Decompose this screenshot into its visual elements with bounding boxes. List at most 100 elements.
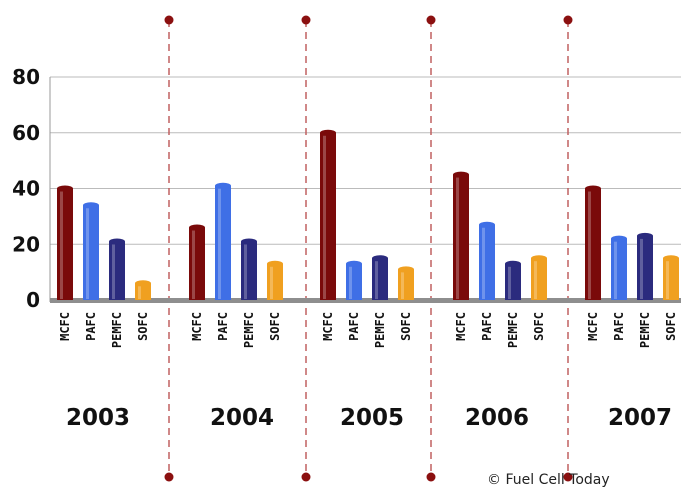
credit-text: © Fuel Cell Today [487,472,610,488]
bar-pafc-2007 [611,238,627,300]
bar-highlight [456,177,459,299]
year-dividers [164,15,573,482]
bar-highlight [666,261,669,299]
divider-dot [563,15,573,25]
bar-pemfc-2003 [109,241,125,300]
divider-dot [563,472,573,482]
bar-highlight [588,191,591,299]
bar-highlight [482,227,485,299]
bar-highlight [349,266,352,299]
divider-dot [164,15,174,25]
category-label: PEMFC [242,312,256,348]
category-labels: MCFC PAFC PEMFC SOFC MCFC PAFC PEMFC SOFC MCFC PA… [58,312,678,348]
bar-cap [215,182,231,189]
bar-highlight [401,272,404,299]
bar-highlight [508,266,511,299]
year-label-2004: 2004 [210,405,274,431]
y-tick-label: 0 [26,288,40,312]
category-label: SOFC [664,312,678,341]
category-label: SOFC [532,312,546,341]
bar-pafc-2003 [83,205,99,300]
category-label: PAFC [612,312,626,341]
y-tick-label: 80 [12,65,40,89]
bar-cap [637,232,653,239]
bar-highlight [60,191,63,299]
bar-highlight [86,208,89,299]
bar-cap [83,202,99,209]
bar-cap [479,221,495,228]
bar-sofc-2005 [398,269,414,300]
bar-mcfc-2003 [57,188,73,300]
bar-mcfc-2006 [453,174,469,300]
bar-cap [267,260,283,267]
bar-cap [57,185,73,192]
bar-mcfc-2004 [189,227,205,300]
bar-cap [505,260,521,267]
bar-cap [189,224,205,231]
bar-pemfc-2005 [372,258,388,300]
bar-cap [135,280,151,287]
bar-highlight [138,286,141,299]
y-tick-label: 60 [12,121,40,145]
category-label: SOFC [268,312,282,341]
category-label: PAFC [347,312,361,341]
bar-cap [109,238,125,245]
category-label: PEMFC [506,312,520,348]
year-label-2006: 2006 [465,405,529,431]
bar-cap [453,171,469,178]
bar-cap [663,255,679,262]
category-label: PEMFC [638,312,652,348]
y-axis: 0 20 40 60 80 [12,65,681,312]
bar-mcfc-2007 [585,188,601,300]
bar-highlight [375,261,378,299]
bar-highlight [244,244,247,299]
y-tick-label: 40 [12,177,40,201]
divider-dot [164,472,174,482]
category-label: MCFC [321,312,335,341]
category-label: SOFC [136,312,150,341]
divider-dot [301,15,311,25]
category-label: MCFC [58,312,72,341]
bar-pemfc-2007 [637,235,653,300]
year-labels: 2003 2004 2005 2006 2007 [66,405,672,431]
bar-sofc-2003 [135,283,151,300]
category-label: PAFC [480,312,494,341]
bar-pafc-2006 [479,224,495,300]
category-label: SOFC [399,312,413,341]
bar-pafc-2005 [346,263,362,300]
year-label-2005: 2005 [340,405,404,431]
bar-pemfc-2004 [241,241,257,300]
category-label: PEMFC [373,312,387,348]
bar-pemfc-2006 [505,263,521,300]
bar-highlight [218,188,221,299]
category-label: PAFC [84,312,98,341]
bar-mcfc-2005 [320,132,336,300]
bar-highlight [614,241,617,299]
bar-cap [585,185,601,192]
category-label: PAFC [216,312,230,341]
bar-cap [320,129,336,136]
bar-highlight [270,266,273,299]
bar-highlight [192,230,195,299]
bar-pafc-2004 [215,185,231,300]
year-label-2007: 2007 [608,405,672,431]
category-label: MCFC [454,312,468,341]
bars [57,129,679,300]
bar-cap [372,255,388,262]
grid-lines [50,76,681,245]
bar-highlight [323,135,326,299]
divider-dot [301,472,311,482]
bar-cap [346,260,362,267]
bar-sofc-2007 [663,258,679,300]
category-label: MCFC [586,312,600,341]
bar-cap [241,238,257,245]
year-label-2003: 2003 [66,405,130,431]
bar-highlight [640,238,643,299]
y-tick-label: 20 [12,232,40,256]
x-axis-baseline [50,298,681,303]
bar-highlight [534,261,537,299]
divider-dot [426,15,436,25]
bar-cap [531,255,547,262]
bar-highlight [112,244,115,299]
